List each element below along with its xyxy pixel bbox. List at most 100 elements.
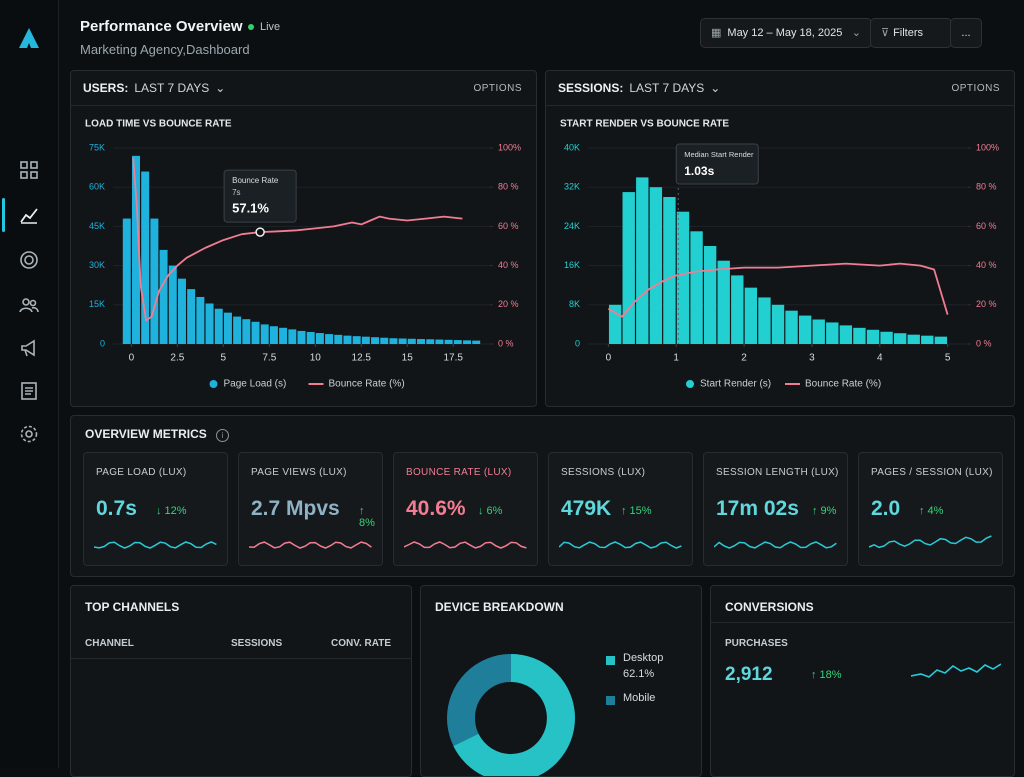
- metric-value: 479K: [561, 497, 612, 520]
- legend-label: Desktop: [623, 652, 664, 664]
- y2-tick-label: 100%: [498, 142, 521, 152]
- annotation-marker: [255, 227, 265, 237]
- panel-options[interactable]: OPTIONS: [473, 83, 522, 94]
- sparkline: [94, 541, 217, 549]
- y-tick-label: 75K: [89, 142, 105, 152]
- x-tick-label: 4: [877, 353, 883, 364]
- bar: [472, 340, 481, 344]
- panel-header[interactable]: SESSIONS: LAST 7 DAYS ⌄: [558, 81, 721, 95]
- metric-change: ↑ 9%: [812, 505, 837, 517]
- bar: [398, 338, 407, 344]
- metric-change: ↑ 8%: [359, 505, 375, 529]
- nav-campaigns[interactable]: [19, 338, 39, 358]
- y2-tick-label: 0 %: [976, 338, 992, 348]
- tooltip-title: Bounce Rate: [232, 176, 279, 185]
- x-tick-label: 0: [606, 353, 612, 364]
- bar: [839, 325, 853, 344]
- bar: [187, 289, 196, 344]
- metric-value: 2.0: [871, 497, 901, 520]
- bar: [785, 310, 798, 344]
- date-range-picker[interactable]: ▦ May 12 – May 18, 2025 ⌄: [700, 18, 872, 48]
- x-tick-label: 2.5: [170, 353, 184, 364]
- more-button[interactable]: ...: [950, 18, 982, 48]
- y2-tick-label: 80 %: [976, 182, 997, 192]
- bar: [417, 339, 426, 344]
- metric-label: BOUNCE RATE (LUX): [406, 467, 512, 478]
- legend-label: Page Load (s): [224, 379, 287, 390]
- y-tick-label: 60K: [89, 182, 105, 192]
- bar: [826, 322, 839, 344]
- nav-analytics[interactable]: [19, 205, 39, 225]
- bar: [380, 337, 389, 344]
- bar: [361, 336, 370, 344]
- y-tick-label: 16K: [564, 260, 580, 270]
- legend-swatch: [209, 380, 218, 388]
- y-tick-label: 8K: [569, 299, 580, 309]
- legend-label: Bounce Rate (%): [329, 379, 405, 390]
- filters-label: Filters: [893, 27, 924, 39]
- conversions-panel: CONVERSIONS PURCHASES 2,912 ↑ 18%: [710, 585, 1015, 777]
- bar: [168, 265, 177, 344]
- bar: [260, 324, 269, 344]
- bar: [315, 333, 324, 344]
- sparkline-path: [559, 541, 682, 549]
- metric-change: ↓ 12%: [156, 505, 187, 517]
- logo: [19, 28, 39, 48]
- bar: [717, 260, 730, 344]
- legend-swatch: [606, 696, 615, 705]
- y2-tick-label: 60 %: [976, 221, 997, 231]
- x-tick-label: 10: [310, 353, 322, 364]
- sidebar: [0, 0, 59, 768]
- bar: [731, 275, 744, 344]
- bar: [636, 177, 649, 344]
- sparkline: [404, 541, 527, 549]
- metric-card: SESSIONS (LUX) 479K ↑ 15%: [548, 452, 693, 566]
- bar: [122, 218, 131, 344]
- bar: [744, 287, 758, 344]
- info-icon[interactable]: i: [216, 429, 230, 442]
- bar: [150, 218, 159, 344]
- metric-card: PAGES / SESSION (LUX) 2.0 ↑ 4%: [858, 452, 1003, 566]
- bar: [141, 171, 150, 344]
- x-tick-label: 5: [221, 353, 227, 364]
- bar: [444, 339, 453, 344]
- nav-reports[interactable]: [19, 381, 39, 401]
- bar: [159, 249, 168, 344]
- bar: [934, 336, 948, 344]
- metric-card: SESSION LENGTH (LUX) 17m 02s ↑ 9%: [703, 452, 848, 566]
- bar: [371, 337, 380, 344]
- legend-swatch: [686, 380, 694, 388]
- bar: [798, 315, 812, 344]
- bar: [196, 296, 205, 344]
- bar: [407, 338, 416, 344]
- nav-settings[interactable]: [19, 424, 39, 444]
- x-tick-label: 15: [402, 353, 414, 364]
- line: [132, 157, 463, 322]
- metric-change: ↑ 15%: [621, 505, 652, 517]
- nav-dashboard[interactable]: [19, 160, 39, 180]
- bar: [921, 335, 934, 344]
- tooltip-value: 1.03s: [684, 164, 714, 178]
- panel-header[interactable]: USERS: LAST 7 DAYS ⌄: [83, 81, 226, 95]
- bar: [663, 197, 676, 344]
- x-tick-label: 0: [129, 353, 135, 364]
- bar: [758, 297, 771, 344]
- bar: [279, 327, 288, 344]
- bar: [269, 326, 278, 344]
- nav-goals[interactable]: [19, 250, 39, 270]
- panel-label: USERS:: [83, 81, 129, 95]
- sparkline-path: [249, 541, 372, 549]
- panel-options[interactable]: OPTIONS: [951, 83, 1000, 94]
- y-tick-label: 45K: [89, 221, 105, 231]
- active-indicator: [2, 198, 5, 232]
- sparkline-path: [869, 535, 992, 549]
- metric-value: 40.6%: [406, 497, 466, 520]
- filters-button[interactable]: ⊽ Filters: [870, 18, 952, 48]
- y-tick-label: 0: [575, 338, 580, 348]
- users-panel: USERS: LAST 7 DAYS ⌄ OPTIONS LOAD TIME VS …: [70, 70, 537, 407]
- metric-label: PAGES / SESSION (LUX): [871, 467, 993, 478]
- nav-audience[interactable]: [19, 295, 39, 315]
- bar: [352, 336, 361, 344]
- tooltip-value: 57.1%: [232, 201, 269, 216]
- chart: LOAD TIME VS BOUNCE RATE 0 15K 30K 45K 60K 75K…: [85, 119, 521, 390]
